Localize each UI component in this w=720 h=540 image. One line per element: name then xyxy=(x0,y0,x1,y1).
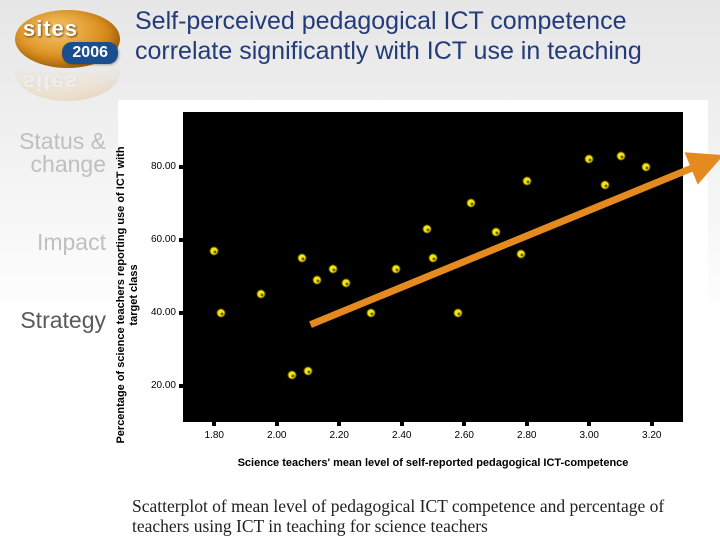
data-point xyxy=(210,246,219,255)
x-tick xyxy=(275,422,279,426)
slide: sites 2006 sites 2006 Self-perceived ped… xyxy=(0,0,720,540)
data-point xyxy=(304,366,313,375)
y-tick-label: 20.00 xyxy=(141,380,176,391)
logo-year-badge: 2006 xyxy=(62,42,118,64)
data-point xyxy=(600,180,609,189)
x-tick-label: 2.20 xyxy=(321,430,357,441)
data-point xyxy=(454,308,463,317)
sidebar-item-strategy[interactable]: Strategy xyxy=(0,309,112,332)
data-point xyxy=(616,151,625,160)
sidebar-item-status[interactable]: Status & change xyxy=(0,130,112,176)
x-tick-label: 1.80 xyxy=(196,430,232,441)
data-point xyxy=(288,370,297,379)
sidebar-item-label: Impact xyxy=(37,229,106,255)
logo-oval: sites 2006 xyxy=(15,10,120,68)
y-tick-label: 80.00 xyxy=(141,161,176,172)
data-point xyxy=(366,308,375,317)
chart-caption: Scatterplot of mean level of pedagogical… xyxy=(132,496,710,536)
x-tick-label: 2.80 xyxy=(509,430,545,441)
x-tick xyxy=(337,422,341,426)
y-tick xyxy=(179,384,183,388)
data-point xyxy=(257,290,266,299)
x-tick xyxy=(525,422,529,426)
data-point xyxy=(422,224,431,233)
x-axis-label: Science teachers' mean level of self-rep… xyxy=(183,457,683,469)
sidebar-item-impact[interactable]: Impact xyxy=(0,231,112,254)
x-tick-label: 2.60 xyxy=(446,430,482,441)
data-point xyxy=(522,177,531,186)
data-point xyxy=(641,162,650,171)
y-axis-label: Percentage of science teachers reporting… xyxy=(115,140,140,450)
x-tick xyxy=(462,422,466,426)
sidebar-item-label: change xyxy=(31,151,106,177)
data-point xyxy=(216,308,225,317)
plot-area xyxy=(183,112,683,422)
logo-brand-text: sites xyxy=(23,16,78,42)
data-point xyxy=(297,253,306,262)
sidebar-nav: Status & change Impact Strategy xyxy=(0,130,112,387)
x-tick-label: 3.00 xyxy=(571,430,607,441)
data-point xyxy=(391,264,400,273)
scatter-chart: Percentage of science teachers reporting… xyxy=(118,100,708,485)
data-point xyxy=(491,228,500,237)
data-point xyxy=(429,253,438,262)
x-tick-label: 2.00 xyxy=(259,430,295,441)
sidebar-item-label: Strategy xyxy=(20,307,106,333)
data-point xyxy=(329,264,338,273)
x-tick xyxy=(587,422,591,426)
data-point xyxy=(585,155,594,164)
y-tick xyxy=(179,311,183,315)
x-tick xyxy=(650,422,654,426)
x-tick xyxy=(212,422,216,426)
data-point xyxy=(313,275,322,284)
y-tick-label: 40.00 xyxy=(141,307,176,318)
y-tick-label: 60.00 xyxy=(141,234,176,245)
x-tick-label: 2.40 xyxy=(384,430,420,441)
x-tick xyxy=(400,422,404,426)
y-tick xyxy=(179,165,183,169)
data-point xyxy=(516,250,525,259)
y-tick xyxy=(179,238,183,242)
slide-title: Self-perceived pedagogical ICT competenc… xyxy=(135,6,708,66)
logo-reflection: sites 2006 xyxy=(15,66,120,101)
x-tick-label: 3.20 xyxy=(634,430,670,441)
data-point xyxy=(341,279,350,288)
data-point xyxy=(466,199,475,208)
